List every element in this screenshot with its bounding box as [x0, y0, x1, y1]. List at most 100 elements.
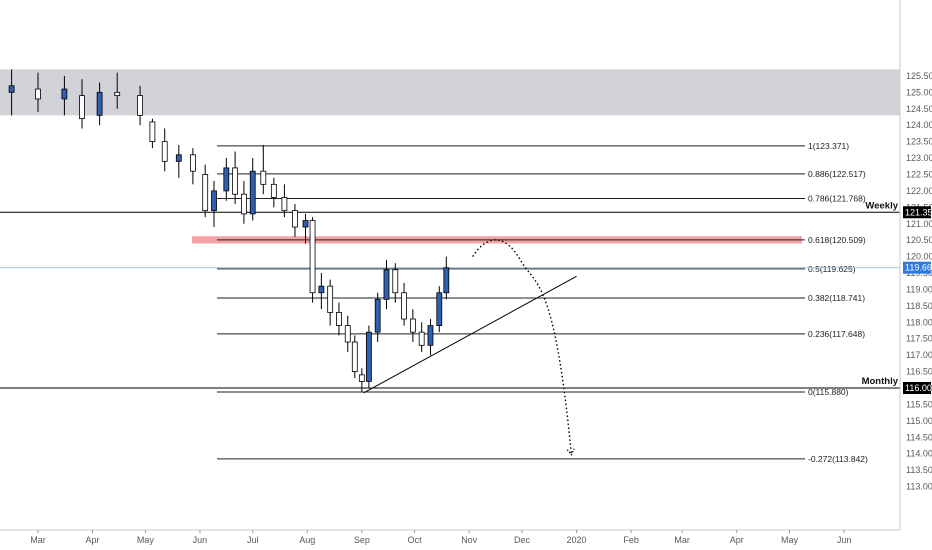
monthly-badge-text: 116.000 — [905, 383, 932, 393]
candle — [241, 181, 247, 224]
candle — [436, 286, 443, 333]
y-tick-label: 117.000 — [906, 350, 932, 360]
y-tick-label: 119.000 — [906, 284, 932, 294]
y-tick-label: 117.500 — [906, 334, 932, 344]
y-tick-label: 118.000 — [906, 317, 932, 327]
y-tick-label: 118.500 — [906, 301, 932, 311]
candle — [211, 181, 217, 228]
candle — [344, 315, 351, 352]
candle-body — [292, 210, 298, 228]
candle-body — [8, 85, 15, 93]
candle-body — [392, 269, 399, 294]
candle-body — [189, 154, 196, 172]
candle — [161, 128, 168, 172]
overlays-layer — [363, 239, 577, 456]
trendline — [363, 275, 577, 394]
candle — [327, 279, 334, 326]
candle-body — [281, 197, 288, 212]
candle — [351, 335, 358, 379]
x-tick-label: Sep — [354, 535, 370, 545]
candle-body — [418, 331, 425, 346]
candle — [302, 213, 309, 244]
monthly-label: Monthly — [862, 376, 899, 387]
candle-body — [114, 91, 121, 97]
x-tick-label: Jun — [837, 535, 852, 545]
candle — [443, 256, 450, 300]
candle — [401, 282, 407, 326]
candle-body — [35, 88, 41, 100]
y-tick-label: 125.500 — [906, 71, 932, 81]
candle — [149, 118, 156, 149]
current-price-badge — [903, 261, 931, 274]
candle-body — [351, 341, 358, 372]
current-price-badge-text: 119.662 — [905, 263, 932, 273]
candle-body — [61, 88, 68, 100]
candle — [318, 273, 325, 310]
y-tick-label: 123.000 — [906, 153, 932, 163]
candle — [35, 72, 41, 113]
y-tick-label: 123.500 — [906, 137, 932, 147]
candle — [281, 184, 288, 218]
candle — [202, 164, 209, 218]
levels-layer: 1(123.371) 0.886(122.517) 0.786(121.768) 0.… — [0, 141, 900, 464]
y-tick-label: 125.000 — [906, 87, 932, 97]
x-tick-label: Nov — [461, 535, 478, 545]
candle-body — [175, 154, 182, 162]
fib-label: 0.886(122.517) — [808, 169, 866, 179]
y-tick-label: 122.000 — [906, 186, 932, 196]
candle-body — [249, 170, 256, 215]
y-tick-label: 114.000 — [906, 449, 932, 459]
candle-body — [374, 298, 381, 333]
candle-body — [270, 183, 277, 198]
fib-label: -0.272(113.842) — [808, 454, 868, 464]
y-tick-label: 115.500 — [906, 399, 932, 409]
x-tick-label: Aug — [299, 535, 315, 545]
x-tick-label: Mar — [30, 535, 46, 545]
candle-body — [401, 292, 407, 320]
candle-body — [232, 167, 239, 195]
time-axis[interactable]: Mar Apr May Jun Jul Aug Sep Oct Nov Dec 2020 Feb Mar… — [0, 529, 900, 545]
candle — [79, 79, 85, 129]
candles-layer — [8, 69, 450, 392]
candle-body — [327, 285, 334, 313]
zones-layer — [0, 69, 900, 244]
candle — [249, 158, 256, 221]
price-axis[interactable]: 113.000 113.500 114.000 114.500 115.000 115.5… — [899, 0, 932, 530]
candle-body — [202, 174, 209, 212]
candle — [374, 292, 381, 343]
candle-body — [336, 312, 342, 326]
candle-body — [137, 95, 143, 116]
candle — [409, 309, 416, 343]
candle — [260, 144, 267, 195]
candle — [336, 302, 342, 336]
y-tick-label: 121.000 — [906, 219, 932, 229]
y-tick-label: 115.000 — [906, 416, 932, 426]
candle — [358, 368, 365, 392]
weekly-badge — [903, 206, 931, 219]
candle-body — [427, 325, 434, 346]
candle-body — [96, 91, 103, 116]
candle — [427, 319, 434, 356]
candle-body — [211, 190, 217, 212]
fib-label: 0.5(119.625) — [808, 264, 856, 274]
candle — [418, 322, 425, 352]
candle-body — [79, 95, 85, 120]
x-tick-label: Jun — [193, 535, 208, 545]
projection-path — [472, 239, 572, 454]
candle-body — [409, 318, 416, 333]
candle — [96, 82, 103, 126]
candle — [392, 263, 399, 303]
candle — [189, 148, 196, 185]
y-tick-label: 120.000 — [906, 252, 932, 262]
x-tick-label: Oct — [408, 535, 423, 545]
weekly-label: Weekly — [865, 200, 898, 211]
x-tick-label: Mar — [674, 535, 690, 545]
candle-body — [260, 170, 267, 185]
weekly-badge-text: 121.350 — [905, 207, 932, 217]
candle — [309, 217, 316, 303]
candle — [365, 325, 372, 388]
candle — [114, 72, 121, 109]
candle — [175, 144, 182, 178]
x-tick-label: Feb — [623, 535, 639, 545]
